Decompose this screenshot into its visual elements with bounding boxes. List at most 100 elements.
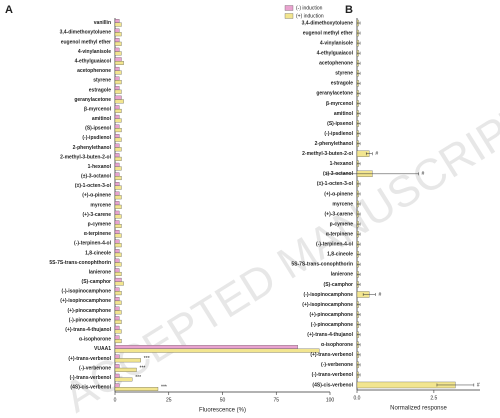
y-tick-label: vanillin bbox=[94, 20, 111, 26]
bar bbox=[114, 316, 120, 321]
error-bar bbox=[356, 122, 361, 126]
y-tick-label: (±)-1-octen-3-ol bbox=[75, 183, 112, 189]
x-tick-label: 2.5 bbox=[430, 395, 437, 401]
y-tick-label: 5S-7S-trans-conophthorin bbox=[291, 262, 353, 268]
bar bbox=[114, 89, 122, 94]
y-tick-label: 2-methyl-3-buten-2-ol bbox=[302, 151, 353, 157]
y-tick-label: (-)-isopinocamphone bbox=[62, 289, 112, 295]
legend-swatch bbox=[284, 13, 294, 19]
y-tick-label: (+)-trans-verbenol bbox=[310, 352, 353, 358]
y-tick-label: (+)-pinocamphone bbox=[310, 312, 354, 318]
y-tick-label: (-)-ipsdienol bbox=[324, 131, 353, 137]
bar bbox=[114, 204, 122, 209]
bar bbox=[114, 38, 120, 43]
y-tick-label: geranylacetone bbox=[316, 91, 353, 97]
bar bbox=[114, 99, 124, 104]
error-bar bbox=[362, 292, 376, 296]
y-tick-label: lanierone bbox=[331, 272, 353, 278]
bar bbox=[114, 166, 122, 171]
error-bar bbox=[356, 333, 361, 337]
y-tick-label: (±)-1-octen-3-ol bbox=[317, 181, 354, 187]
y-tick-label: β-myrcenol bbox=[84, 106, 112, 112]
panel-label: B bbox=[345, 4, 353, 16]
y-tick-label: (+)-3-carene bbox=[325, 211, 354, 217]
y-tick-label: (S)-camphor bbox=[324, 282, 354, 288]
significance: # bbox=[422, 171, 425, 177]
error-bar bbox=[365, 152, 373, 156]
bar bbox=[114, 80, 122, 85]
y-tick-label: 1,8-cineole bbox=[85, 250, 111, 256]
error-bar bbox=[356, 222, 361, 226]
bar bbox=[114, 281, 124, 286]
y-tick-label: 4-vinylanisole bbox=[320, 40, 353, 46]
x-tick-label: 0 bbox=[114, 397, 117, 403]
y-tick-label: (-)-verbenone bbox=[79, 365, 111, 371]
bar bbox=[114, 252, 122, 257]
error-bar bbox=[356, 282, 361, 286]
bar bbox=[114, 41, 122, 46]
bar bbox=[114, 19, 120, 23]
error-bar bbox=[356, 202, 361, 206]
y-tick-label: (4S)-cis-verbenol bbox=[312, 382, 353, 388]
bar bbox=[114, 134, 120, 139]
y-tick-label: styrene bbox=[335, 71, 353, 77]
x-tick-label: 25 bbox=[166, 397, 172, 403]
bar bbox=[114, 28, 120, 33]
significance: # bbox=[375, 151, 378, 157]
bar bbox=[114, 153, 120, 158]
bar bbox=[114, 306, 120, 311]
bar bbox=[114, 66, 120, 71]
bar bbox=[114, 271, 122, 276]
bar bbox=[114, 182, 120, 186]
bar bbox=[114, 243, 122, 248]
y-tick-label: (S)-ipsenol bbox=[85, 126, 111, 132]
x-tick-label: 75 bbox=[273, 397, 279, 403]
y-tick-label: 2-phenylethanol bbox=[315, 141, 354, 147]
bar bbox=[114, 137, 122, 142]
bar bbox=[114, 354, 120, 359]
error-bar bbox=[356, 323, 361, 327]
y-tick-label: (-)-pinocamphone bbox=[311, 322, 353, 328]
bar bbox=[114, 291, 122, 296]
y-tick-label: 4-vinylanisole bbox=[78, 49, 111, 55]
y-tick-label: (S)-ipsenol bbox=[327, 121, 353, 127]
y-tick-label: eugenol methyl ether bbox=[303, 30, 353, 36]
error-bar bbox=[436, 383, 475, 387]
bar bbox=[114, 32, 122, 37]
y-tick-label: 1-hexanol bbox=[330, 161, 354, 167]
y-tick-label: (4S)-cis-verbenol bbox=[70, 385, 111, 391]
y-tick-label: 5S-7S-trans-conophthorin bbox=[49, 260, 111, 266]
x-tick-label: 50 bbox=[220, 397, 226, 403]
y-tick-label: styrene bbox=[93, 78, 111, 84]
error-bar bbox=[356, 353, 361, 357]
y-tick-label: p-cymene bbox=[330, 221, 354, 227]
y-tick-label: acetophenone bbox=[319, 61, 353, 67]
y-tick-label: 1,8-cineole bbox=[327, 252, 353, 258]
bar bbox=[114, 224, 122, 228]
bar bbox=[114, 51, 122, 56]
x-tick-label: 100 bbox=[326, 397, 335, 403]
error-bar bbox=[326, 172, 419, 176]
error-bar bbox=[356, 91, 361, 95]
y-tick-label: (+)-isopinocamphone bbox=[302, 302, 353, 308]
error-bar bbox=[356, 142, 361, 146]
bar bbox=[114, 176, 122, 181]
y-tick-label: (+)-trans-verbenol bbox=[68, 356, 111, 362]
bar bbox=[114, 377, 133, 382]
bar bbox=[114, 345, 298, 349]
y-tick-label: acetophenone bbox=[77, 68, 111, 74]
bar bbox=[114, 143, 120, 148]
bar bbox=[114, 297, 120, 302]
significance: *** bbox=[135, 375, 141, 381]
bar bbox=[114, 124, 120, 129]
bar bbox=[114, 335, 120, 340]
error-bar bbox=[356, 242, 361, 246]
bar bbox=[114, 76, 120, 81]
error-bar bbox=[356, 21, 361, 25]
bar bbox=[114, 156, 122, 161]
error-bar bbox=[356, 272, 361, 276]
error-bar bbox=[356, 313, 361, 317]
y-tick-label: (-)-trans-verbenol bbox=[312, 372, 354, 378]
bar bbox=[114, 339, 122, 344]
